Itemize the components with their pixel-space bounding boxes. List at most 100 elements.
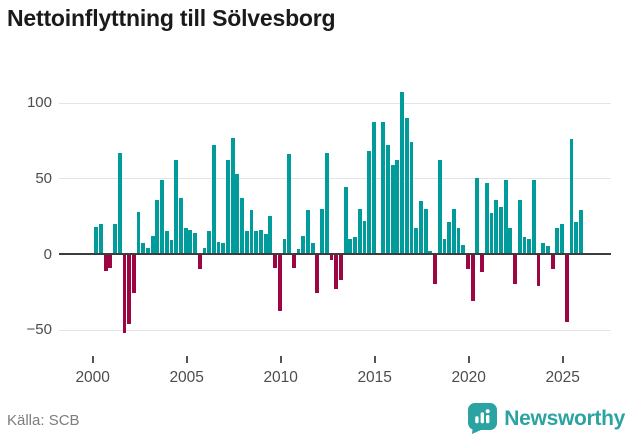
x-axis-label-2005: 2005	[169, 369, 204, 386]
bar-2022-q3	[517, 199, 522, 254]
bar-2006-q1	[207, 231, 212, 254]
newsworthy-pin-barchart-icon	[468, 403, 498, 434]
bar-2011-q4	[315, 255, 320, 294]
bar-2003-q1	[150, 235, 155, 254]
bar-2020-q1	[470, 255, 475, 301]
bar-2001-q3	[122, 255, 127, 333]
bar-2008-q1	[244, 231, 249, 254]
bar-2014-q3	[367, 151, 372, 254]
bar-2001-q2	[117, 152, 122, 254]
bar-2004-q2	[174, 160, 179, 254]
bar-2018-q1	[433, 255, 437, 285]
bar-2009-q1	[263, 234, 268, 254]
bar-2016-q3	[404, 117, 409, 254]
bar-2014-q4	[371, 122, 376, 254]
gridline-y50	[59, 178, 611, 180]
bar-2000-q1	[94, 226, 99, 254]
bar-2025-q1	[564, 255, 569, 323]
y-axis-label--50: −50	[26, 321, 52, 339]
bar-2020-q2	[475, 178, 480, 254]
bar-2003-q2	[155, 199, 160, 254]
bar-2020-q3	[480, 255, 484, 273]
bar-2023-q2	[531, 179, 536, 254]
bar-2018-q4	[447, 222, 452, 254]
bar-2010-q4	[296, 249, 301, 254]
bar-2023-q4	[541, 243, 546, 254]
brand-name: Newsworthy	[504, 406, 625, 430]
y-axis-label-0: 0	[43, 245, 52, 263]
bar-2002-q3	[141, 243, 146, 254]
bar-2005-q2	[193, 232, 197, 254]
bar-2017-q4	[428, 250, 433, 254]
bar-2007-q4	[240, 198, 244, 254]
x-axis-label-2010: 2010	[263, 369, 298, 386]
zero-axis-line	[59, 253, 611, 255]
bar-2012-q3	[329, 255, 334, 261]
bar-2019-q3	[461, 244, 466, 254]
bar-2021-q1	[489, 213, 494, 254]
x-axis-tick-2015	[373, 356, 376, 363]
x-axis-tick-2020	[467, 356, 470, 363]
bar-2012-q2	[324, 152, 329, 254]
gridline-y-50	[59, 329, 611, 331]
bar-2009-q3	[273, 255, 277, 268]
bar-2010-q3	[291, 255, 296, 268]
bar-2006-q4	[221, 243, 226, 254]
bar-2007-q3	[235, 173, 240, 254]
bar-2016-q2	[400, 92, 404, 254]
bar-2004-q3	[179, 198, 183, 254]
bar-2006-q2	[211, 145, 216, 254]
bar-2002-q2	[136, 211, 141, 254]
bar-2015-q4	[390, 164, 395, 254]
bar-2025-q3	[574, 222, 579, 254]
newsworthy-logo[interactable]: Newsworthy	[468, 403, 625, 434]
bar-2011-q2	[306, 210, 310, 254]
bar-2008-q3	[254, 231, 259, 254]
x-axis-label-2025: 2025	[545, 369, 580, 386]
bar-2010-q2	[287, 154, 292, 254]
bar-2001-q4	[127, 255, 132, 324]
bar-2024-q4	[560, 223, 564, 254]
x-axis-tick-2000	[91, 356, 94, 363]
source-note: Källa: SCB	[7, 412, 80, 429]
x-axis-tick-2010	[279, 356, 282, 363]
bar-2013-q4	[353, 237, 357, 254]
bar-2002-q4	[146, 247, 150, 254]
bar-2019-q4	[466, 255, 470, 270]
y-axis-label-100: 100	[26, 94, 52, 112]
bar-2017-q1	[414, 228, 419, 254]
bar-2011-q1	[301, 235, 306, 254]
bar-2019-q1	[451, 208, 456, 254]
bar-2016-q1	[395, 160, 400, 254]
bar-2022-q1	[508, 228, 513, 254]
bar-2000-q4	[108, 255, 113, 268]
bar-2004-q1	[169, 240, 174, 254]
bar-2009-q2	[268, 216, 273, 254]
x-axis-label-2020: 2020	[451, 369, 486, 386]
bar-2019-q2	[456, 228, 461, 254]
bar-2025-q2	[569, 139, 574, 254]
bar-2017-q3	[423, 208, 428, 254]
bar-2008-q2	[249, 210, 254, 254]
bar-2012-q1	[320, 208, 324, 254]
bar-2014-q1	[357, 208, 362, 254]
bar-2006-q3	[216, 241, 221, 254]
bar-2004-q4	[183, 228, 188, 254]
bar-2012-q4	[334, 255, 339, 289]
bar-2005-q3	[197, 255, 202, 270]
bar-2023-q1	[527, 238, 532, 254]
bar-2008-q4	[259, 229, 263, 254]
bar-2018-q2	[437, 160, 442, 254]
x-axis-label-2015: 2015	[357, 369, 392, 386]
bar-2002-q1	[131, 255, 136, 294]
bar-2021-q4	[503, 179, 508, 254]
bar-2010-q1	[282, 238, 287, 254]
bar-2007-q1	[226, 160, 230, 254]
bar-2000-q2	[99, 223, 103, 254]
bar-2024-q1	[546, 246, 550, 254]
bar-2011-q3	[310, 243, 315, 254]
bar-2001-q1	[113, 223, 117, 254]
bar-2021-q2	[494, 199, 499, 254]
bar-2013-q2	[343, 187, 348, 254]
